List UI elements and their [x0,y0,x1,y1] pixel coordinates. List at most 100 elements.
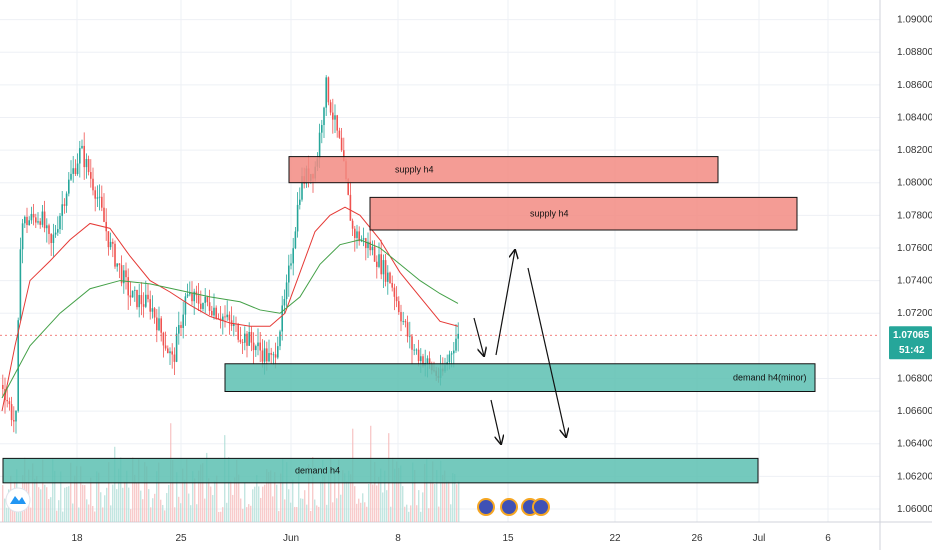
volume-bar [344,473,346,522]
volume-bar [128,487,130,522]
candle-body [292,248,294,264]
volume-bar [412,462,414,522]
volume-bar [92,506,94,522]
candle-body [376,261,378,267]
candle-body [202,302,204,309]
volume-bar [62,511,64,522]
candle-body [448,354,451,363]
candle-body [349,194,352,221]
candle-body [411,336,413,350]
demand-zone[interactable] [224,363,816,392]
volume-bar [136,482,138,522]
candle-body [325,77,327,108]
candle-body [107,231,110,248]
volume-bar [296,507,298,522]
candle-body [153,308,156,318]
candle-body [406,322,409,337]
volume-bar [368,483,370,522]
volume-bar [448,480,450,522]
candle-body [180,325,182,328]
volume-bar [60,471,62,522]
candle-body [259,342,261,351]
volume-bar [74,475,76,522]
event-icon[interactable] [500,498,518,516]
volume-bar [264,484,266,522]
volume-bar [426,458,428,522]
volume-bar [200,464,202,522]
volume-bar [172,459,174,522]
supply-zone[interactable] [288,156,719,184]
candle-body [329,102,332,113]
candle-body [457,333,459,339]
candle-body [336,115,338,131]
volume-bar [284,499,286,522]
volume-bar [220,511,222,522]
candle-body [400,312,402,322]
volume-bar [118,468,120,522]
candle-body [96,197,99,199]
candle-body [147,294,149,300]
candle-body [120,265,123,284]
volume-bar [4,498,6,522]
x-tick-label: 22 [609,533,621,544]
candle-body [413,349,415,351]
volume-bar [154,493,156,522]
volume-bar [410,505,412,522]
volume-bar [276,484,278,522]
volume-bar [226,502,228,522]
volume-bar [162,505,164,522]
current-price-label: 1.07065 [893,330,930,341]
event-icon[interactable] [477,498,495,516]
x-tick-label: Jul [753,533,766,544]
candle-body [318,132,321,159]
candle-body [127,277,129,296]
candle-body [290,263,292,266]
ma-red-line [1,206,459,412]
candle-body [61,204,63,216]
candle-body [39,221,41,225]
candle-body [164,345,167,349]
candle-body [358,231,360,242]
volume-bar [250,505,252,522]
y-tick-label: 1.06400 [897,439,932,450]
volume-bar [54,470,56,522]
volume-bar [146,466,148,522]
candle-body [369,241,371,251]
volume-bar [354,486,356,522]
volume-bar [366,506,368,522]
candle-body [41,211,44,225]
volume-bar [442,474,444,522]
candle-body [142,304,145,307]
candle-body [389,272,391,284]
candle-body [167,348,169,354]
candle-body [404,320,407,323]
candle-body [285,282,288,300]
volume-bar [124,481,126,522]
candle-body [35,217,37,223]
volume-bar [70,462,72,522]
candle-body [116,263,118,267]
candle-body [101,196,103,208]
candle-body [351,220,354,229]
volume-bar [256,475,258,522]
x-tick-label: Jun [283,533,299,544]
volume-bar [340,494,342,522]
volume-bar [192,471,194,522]
y-tick-label: 1.08000 [897,178,932,189]
candle-body [246,333,248,346]
volume-bar [244,482,246,522]
x-tick-label: 26 [691,533,703,544]
candle-body [72,168,74,174]
candle-body [169,351,171,354]
volume-bar [32,463,34,522]
demand-zone[interactable] [2,457,759,484]
candle-body [453,350,455,354]
volume-bar [152,498,154,522]
supply-zone[interactable] [369,196,798,231]
event-icon[interactable] [532,498,550,516]
volume-bar [204,498,206,522]
candle-body [52,234,55,244]
volume-bar [292,479,294,522]
